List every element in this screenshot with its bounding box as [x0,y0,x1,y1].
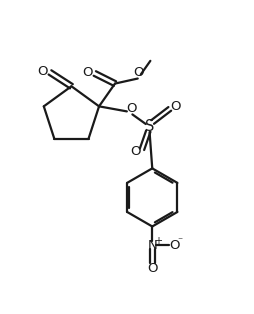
Text: O: O [126,102,137,115]
Text: +: + [154,236,162,246]
Text: S: S [145,119,154,134]
Text: O: O [170,239,180,252]
Text: N: N [147,239,157,252]
Text: O: O [170,100,181,113]
Text: O: O [83,66,93,79]
Text: O: O [131,145,141,158]
Text: ⁻: ⁻ [178,237,183,246]
Text: O: O [147,262,157,275]
Text: O: O [134,67,144,79]
Text: O: O [38,65,48,78]
